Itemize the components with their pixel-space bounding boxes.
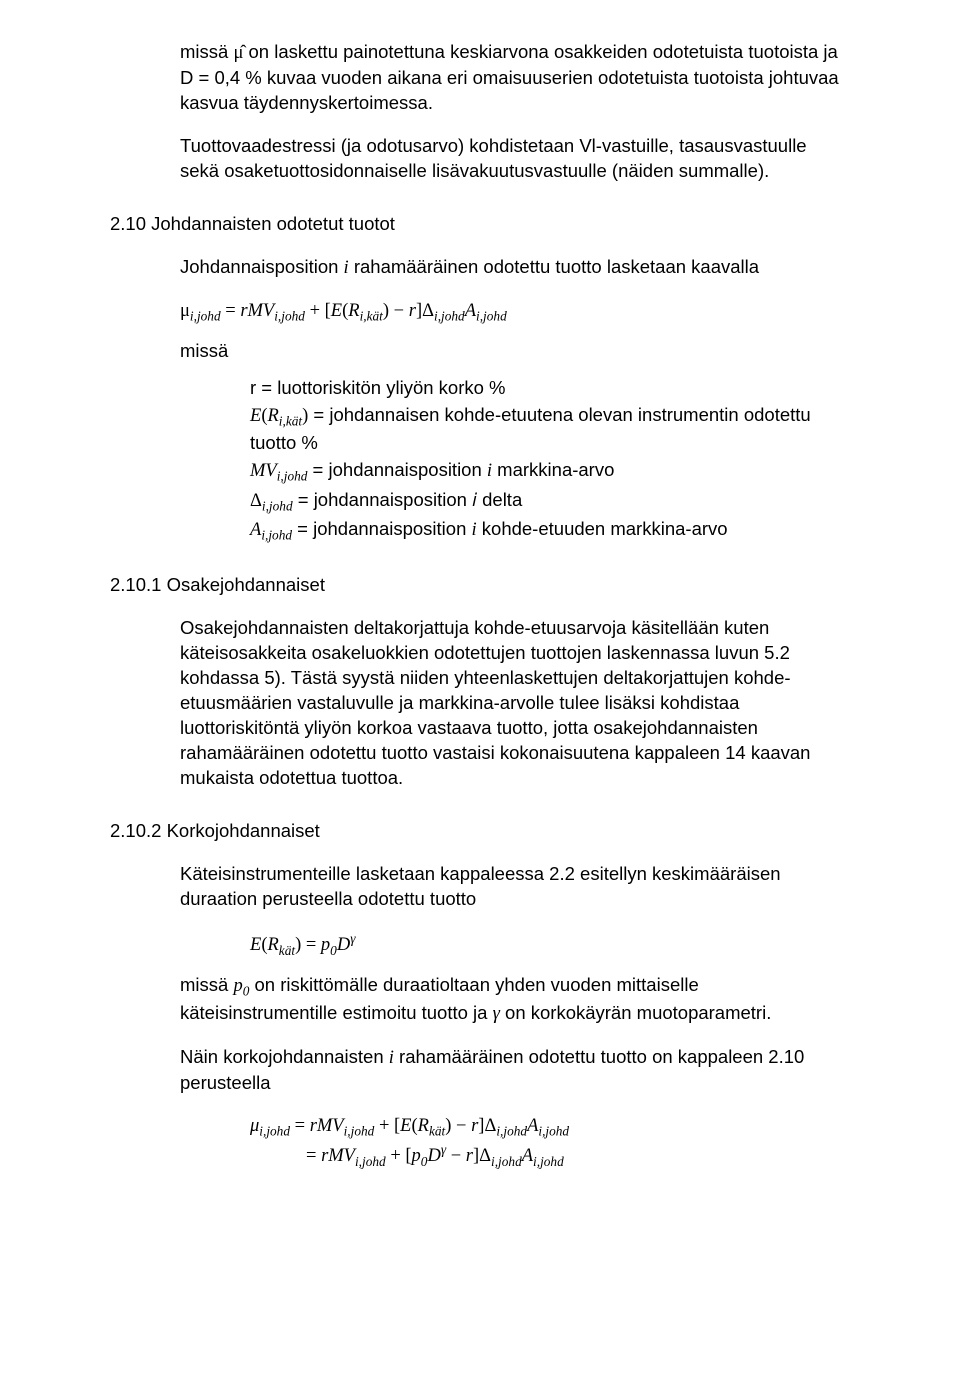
document-page: missä μ̂ on laskettu painotettuna keskia… xyxy=(0,0,960,1382)
text: Johdannaisposition xyxy=(180,256,344,277)
paragraph-2102b: missä p0 on riskittömälle duraatioltaan … xyxy=(110,973,850,1027)
def-delta: Δi,johd = johdannaisposition 𝑖 delta xyxy=(250,488,850,516)
text: on korkokäyrän muotoparametri. xyxy=(500,1002,771,1023)
heading-2-10-1: 2.10.1 Osakejohdannaiset xyxy=(110,573,850,598)
text: missä xyxy=(180,41,233,62)
paragraph-tuottovaadestressi: Tuottovaadestressi (ja odotusarvo) kohdi… xyxy=(110,134,850,184)
text: = johdannaisposition xyxy=(307,459,486,480)
text: = johdannaisposition xyxy=(293,489,472,510)
symbol-mu-hat: μ̂ xyxy=(233,43,243,63)
symbol-A: Ai,johd xyxy=(250,520,292,540)
text: missä xyxy=(180,974,233,995)
def-ER: E(Ri,kät) = johdannaisen kohde-etuutena … xyxy=(250,403,850,456)
symbol-delta: Δi,johd xyxy=(250,491,293,511)
symbol-MV: MVi,johd xyxy=(250,461,307,481)
text: on laskettu painotettuna keskiarvona osa… xyxy=(180,41,839,113)
text: Näin korkojohdannaisten xyxy=(180,1046,389,1067)
formula-mu-korko: μi,johd = rMVi,johd + [E(Rkät) − r]Δi,jo… xyxy=(110,1114,850,1170)
formula-mu-ijohd: μi,johd = rMVi,johd + [E(Ri,kät) − r]Δi,… xyxy=(110,299,850,326)
formula-line-2: = rMVi,johd + [p0Dγ − r]Δi,johdAi,johd xyxy=(250,1141,850,1171)
def-r: r = luottoriskitön yliyön korko % xyxy=(250,376,850,401)
text: delta xyxy=(477,489,522,510)
heading-2-10-2: 2.10.2 Korkojohdannaiset xyxy=(110,819,850,844)
text: = johdannaisposition xyxy=(292,518,471,539)
text: rahamääräinen odotettu tuotto lasketaan … xyxy=(349,256,759,277)
def-A: Ai,johd = johdannaisposition i kohde-etu… xyxy=(250,517,850,545)
text: kohde-etuuden markkina-arvo xyxy=(477,518,728,539)
label-missa: missä xyxy=(110,339,850,364)
formula-ERkat: E(Rkät) = p0Dγ xyxy=(110,930,850,960)
paragraph-2102c: Näin korkojohdannaisten i rahamääräinen … xyxy=(110,1045,850,1096)
paragraph-2101: Osakejohdannaisten deltakorjattuja kohde… xyxy=(110,616,850,791)
formula-line-1: μi,johd = rMVi,johd + [E(Rkät) − r]Δi,jo… xyxy=(250,1114,850,1141)
definition-list: r = luottoriskitön yliyön korko % E(Ri,k… xyxy=(110,376,850,545)
symbol-gamma: γ xyxy=(493,1004,500,1024)
paragraph-2102a: Käteisinstrumenteille lasketaan kappalee… xyxy=(110,862,850,912)
text: = johdannaisen kohde-etuutena olevan ins… xyxy=(250,404,811,453)
def-MV: MVi,johd = johdannaisposition i markkina… xyxy=(250,458,850,486)
paragraph-intro-210: Johdannaisposition i rahamääräinen odote… xyxy=(110,255,850,281)
symbol-p0: p0 xyxy=(233,976,249,996)
paragraph-mu-hat: missä μ̂ on laskettu painotettuna keskia… xyxy=(110,40,850,116)
symbol-ER: E(Ri,kät) xyxy=(250,406,308,426)
heading-2-10: 2.10 Johdannaisten odotetut tuotot xyxy=(110,212,850,237)
text: markkina-arvo xyxy=(492,459,614,480)
